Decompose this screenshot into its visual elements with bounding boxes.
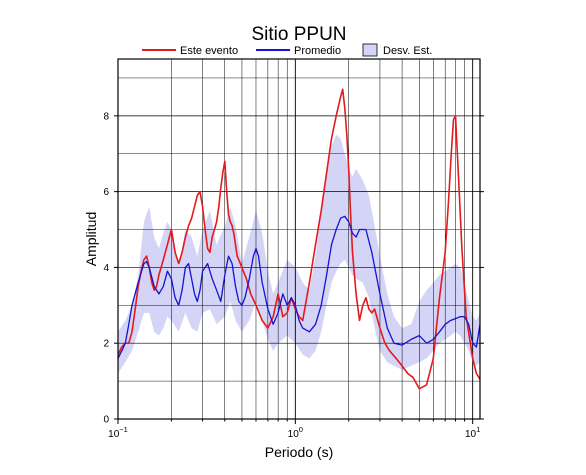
- x-tick-label: 101: [465, 425, 480, 440]
- y-tick-label: 6: [103, 187, 109, 198]
- series-line-este-evento: [118, 88, 480, 390]
- legend-label-desv-est: Desv. Est.: [383, 45, 432, 57]
- legend-label-promedio: Promedio: [294, 45, 341, 57]
- y-tick-label: 2: [103, 339, 109, 350]
- tick-labels: 0 2 4 6 8 10−1 100 101: [103, 111, 480, 440]
- legend-label-este-evento: Este evento: [180, 45, 238, 57]
- plot-frame: [117, 58, 481, 420]
- axes-layer: [114, 58, 484, 424]
- chart-title: Sitio PPUN: [251, 24, 346, 45]
- y-tick-label: 0: [103, 415, 109, 426]
- legend-swatch-desv-est: [362, 43, 378, 57]
- legend: Este evento Promedio Desv. Est.: [142, 43, 432, 57]
- grid-layer: [118, 59, 480, 419]
- series-layer: [118, 88, 480, 390]
- x-tick-label: 10−1: [108, 425, 128, 440]
- x-tick-label: 100: [288, 425, 303, 440]
- x-axis-label: Periodo (s): [265, 444, 333, 460]
- y-tick-label: 8: [103, 111, 109, 122]
- std-dev-band: [118, 134, 480, 374]
- series-line-promedio: [118, 215, 480, 359]
- band-layer: [118, 134, 480, 374]
- y-axis-label: Amplitud: [83, 212, 99, 266]
- y-tick-label: 4: [103, 263, 109, 274]
